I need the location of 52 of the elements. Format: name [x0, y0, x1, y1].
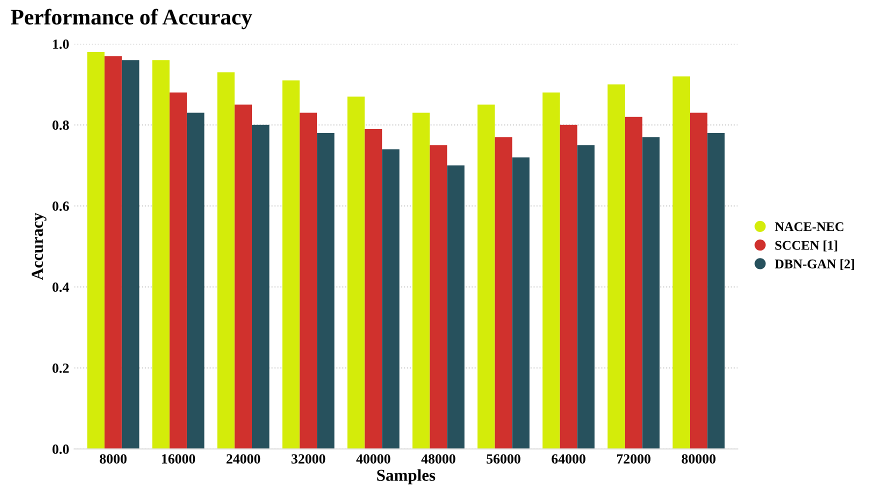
y-axis-title: Accuracy	[32, 212, 46, 280]
y-tick-label: 0.4	[52, 282, 70, 292]
bar	[494, 137, 512, 449]
bar	[122, 60, 140, 449]
bar	[608, 84, 625, 449]
x-tick-label: 72000	[617, 454, 650, 464]
x-axis-title: Samples	[377, 469, 436, 484]
bar	[512, 157, 530, 449]
bar	[624, 116, 642, 449]
bar	[317, 133, 334, 449]
bar	[87, 52, 105, 449]
bar	[412, 112, 430, 449]
bar	[382, 149, 400, 449]
x-tick-label: 56000	[486, 454, 520, 464]
bar	[477, 104, 495, 449]
x-tick-label: 24000	[226, 454, 260, 464]
bar	[447, 165, 464, 449]
legend-label: NACE-NEC	[774, 222, 844, 232]
y-tick-label: 0.6	[52, 202, 69, 211]
y-tick-label: 0.8	[52, 120, 69, 130]
bar	[347, 96, 365, 449]
bar	[707, 133, 725, 449]
x-tick-label: 40000	[356, 454, 390, 464]
bar	[642, 137, 660, 449]
x-tick-label: 32000	[292, 454, 326, 464]
x-tick-label: 80000	[682, 454, 716, 464]
bar	[234, 104, 252, 449]
bar	[300, 112, 318, 449]
bar	[672, 76, 690, 449]
x-tick-label: 16000	[162, 454, 196, 464]
bar	[560, 124, 578, 449]
bar	[252, 124, 270, 449]
legend-label: SCCEN [1]	[775, 240, 838, 252]
bar	[152, 60, 170, 449]
y-tick-label: 0.2	[52, 364, 69, 373]
bar	[104, 56, 122, 449]
bar	[186, 112, 204, 449]
bar	[430, 145, 448, 449]
y-tick-label: 0.0	[52, 444, 69, 454]
bar	[690, 112, 708, 449]
x-tick-label: 8000	[100, 454, 127, 464]
x-tick-label: 48000	[421, 454, 456, 464]
legend-label: DBN-GAN [2]	[774, 259, 854, 270]
bar	[170, 92, 187, 449]
bar	[217, 72, 235, 449]
bar	[364, 128, 382, 449]
y-tick-label: 1.0	[53, 40, 69, 49]
bar	[542, 92, 560, 449]
chart-title: Performance of Accuracy	[10, 8, 252, 30]
bar	[282, 80, 300, 449]
bar	[577, 145, 595, 449]
x-tick-label: 64000	[552, 454, 586, 464]
